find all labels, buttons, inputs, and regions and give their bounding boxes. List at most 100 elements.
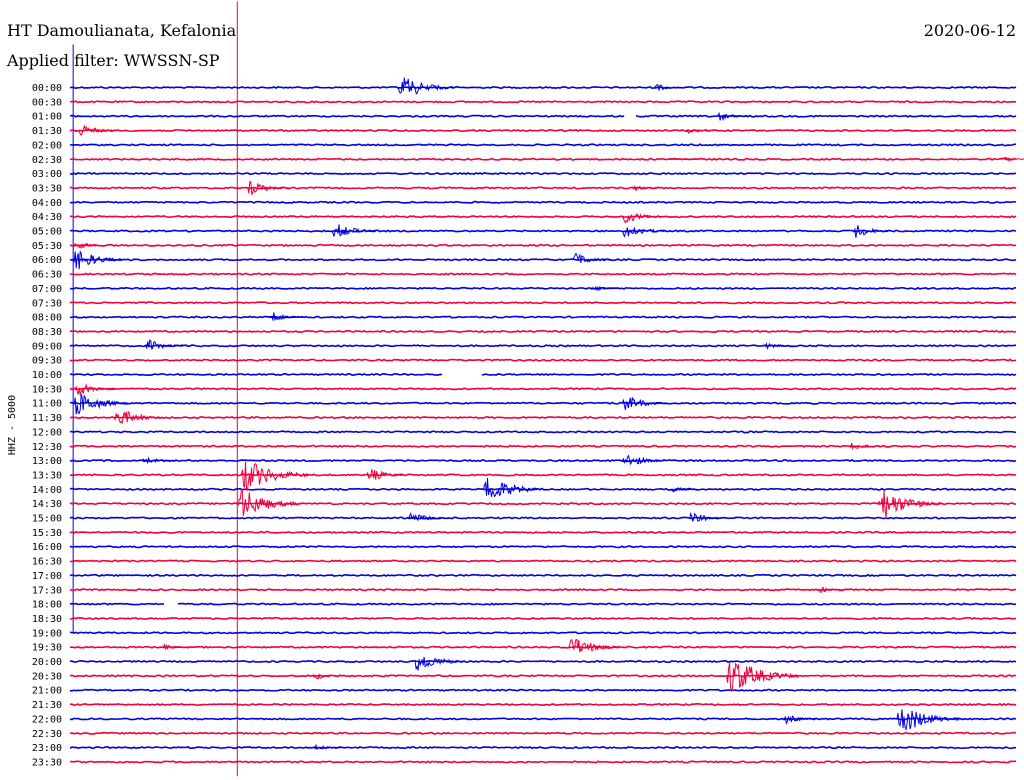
row-time-label: 13:00 xyxy=(32,456,62,467)
seismic-event xyxy=(621,213,662,224)
row-time-label: 01:00 xyxy=(32,112,62,123)
trace-row xyxy=(69,616,1017,621)
row-time-label: 08:30 xyxy=(32,327,62,338)
seismic-event xyxy=(726,662,799,692)
trace-row xyxy=(69,444,1017,448)
trace-row xyxy=(69,459,1017,463)
trace-row xyxy=(69,530,1017,534)
row-time-label: 00:00 xyxy=(32,83,62,94)
seismic-event xyxy=(877,490,943,518)
row-time-label: 05:30 xyxy=(32,241,62,252)
trace-row xyxy=(69,372,1017,377)
trace-row xyxy=(69,602,1017,606)
row-time-label: 17:00 xyxy=(32,571,62,582)
row-time-label: 08:00 xyxy=(32,313,62,324)
trace-row xyxy=(69,387,1017,391)
row-time-label: 06:00 xyxy=(32,255,62,266)
trace-row xyxy=(69,702,1017,707)
trace-row xyxy=(69,301,1017,305)
row-time-label: 20:00 xyxy=(32,657,62,668)
seismic-event xyxy=(669,486,698,493)
trace-row xyxy=(69,659,1017,664)
trace-row xyxy=(69,588,1017,592)
trace-row xyxy=(69,516,1017,520)
row-time-label: 04:00 xyxy=(32,198,62,209)
seismic-event xyxy=(72,242,107,249)
seismic-event xyxy=(161,643,190,650)
row-time-label: 17:30 xyxy=(32,585,62,596)
row-time-label: 10:30 xyxy=(32,384,62,395)
trace-row xyxy=(69,171,1017,176)
trace-row xyxy=(69,114,1017,118)
seismic-event xyxy=(72,251,124,270)
seismic-event xyxy=(669,157,696,161)
trace-row xyxy=(69,243,1017,247)
trace-row xyxy=(69,128,1017,133)
row-time-label: 02:00 xyxy=(32,140,62,151)
trace-row xyxy=(69,329,1017,334)
row-time-label: 13:30 xyxy=(32,470,62,481)
station-title: HT Damoulianata, Kefalonia xyxy=(7,21,237,40)
trace-row xyxy=(69,344,1017,348)
seismic-event xyxy=(268,312,304,322)
trace-row xyxy=(69,229,1017,233)
seismic-event xyxy=(312,743,342,751)
row-time-label: 22:00 xyxy=(32,714,62,725)
row-time-label: 07:00 xyxy=(32,284,62,295)
row-time-label: 03:30 xyxy=(32,183,62,194)
row-time-label: 12:00 xyxy=(32,427,62,438)
seismic-event xyxy=(236,488,302,517)
filter-subtitle: Applied filter: WWSSN-SP xyxy=(7,51,220,70)
seismic-event xyxy=(568,638,619,653)
row-time-label: 05:00 xyxy=(32,227,62,238)
seismic-event xyxy=(621,397,667,411)
trace-row xyxy=(69,143,1017,147)
trace-row xyxy=(69,315,1017,319)
seismic-event xyxy=(571,252,612,263)
seismic-event xyxy=(413,656,465,671)
trace-row xyxy=(69,631,1017,635)
seismic-event xyxy=(407,511,446,522)
row-time-label: 09:00 xyxy=(32,341,62,352)
seismic-event xyxy=(715,111,751,122)
trace-row xyxy=(69,258,1017,262)
trace-row xyxy=(69,430,1017,434)
seismic-event xyxy=(852,225,893,238)
row-time-label: 19:30 xyxy=(32,643,62,654)
row-time-label: 11:00 xyxy=(32,399,62,410)
row-time-label: 06:30 xyxy=(32,270,62,281)
trace-row xyxy=(69,272,1017,276)
seismic-event xyxy=(590,285,619,292)
trace-row xyxy=(69,186,1017,190)
row-time-label: 16:00 xyxy=(32,542,62,553)
trace-row xyxy=(69,717,1017,721)
trace-row xyxy=(69,573,1017,578)
seismic-event xyxy=(141,456,174,464)
row-time-label: 03:00 xyxy=(32,169,62,180)
row-time-label: 10:00 xyxy=(32,370,62,381)
row-time-label: 22:30 xyxy=(32,729,62,740)
trace-row xyxy=(69,200,1017,204)
trace-row xyxy=(69,415,1017,420)
seismic-event xyxy=(145,339,183,350)
seismic-event xyxy=(72,383,116,397)
row-time-label: 18:30 xyxy=(32,614,62,625)
row-time-label: 11:30 xyxy=(32,413,62,424)
seismic-event xyxy=(113,411,163,425)
seismic-event xyxy=(653,84,686,91)
row-time-label: 07:30 xyxy=(32,298,62,309)
trace-row xyxy=(69,645,1017,649)
trace-row xyxy=(69,157,1017,161)
seismic-event xyxy=(312,672,345,680)
row-time-label: 23:00 xyxy=(32,743,62,754)
seismic-event xyxy=(631,184,660,192)
channel-label: HHZ - 5000 xyxy=(7,395,18,455)
row-time-label: 04:30 xyxy=(32,212,62,223)
row-time-label: 14:30 xyxy=(32,499,62,510)
seismic-event xyxy=(482,477,543,498)
seismic-event xyxy=(688,511,726,522)
seismic-event xyxy=(849,442,883,451)
trace-row xyxy=(69,545,1017,549)
trace-row xyxy=(69,760,1017,764)
